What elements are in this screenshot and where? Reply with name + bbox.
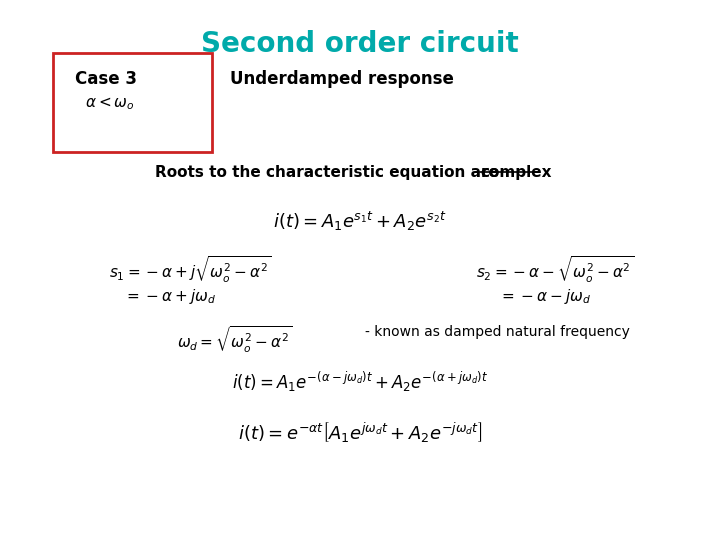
Text: Roots to the characteristic equation are: Roots to the characteristic equation are	[155, 165, 504, 180]
Text: $\alpha < \omega_o$: $\alpha < \omega_o$	[85, 95, 135, 112]
Text: $\omega_d = \sqrt{\omega_o^2 - \alpha^2}$: $\omega_d = \sqrt{\omega_o^2 - \alpha^2}…	[177, 325, 293, 355]
Text: $i(t) = A_1e^{s_1t} + A_2e^{s_2t}$: $i(t) = A_1e^{s_1t} + A_2e^{s_2t}$	[273, 210, 447, 233]
Text: Case 3: Case 3	[75, 70, 137, 88]
Text: - known as damped natural frequency: - known as damped natural frequency	[365, 325, 630, 339]
Text: $= -\alpha + j\omega_d$: $= -\alpha + j\omega_d$	[124, 287, 216, 306]
Text: $s_2 = -\alpha - \sqrt{\omega_o^2 - \alpha^2}$: $s_2 = -\alpha - \sqrt{\omega_o^2 - \alp…	[476, 255, 634, 286]
Text: $= -\alpha - j\omega_d$: $= -\alpha - j\omega_d$	[499, 287, 591, 306]
Text: Underdamped response: Underdamped response	[230, 70, 454, 88]
Text: $i(t) = A_1e^{-(\alpha - j\omega_d)t} + A_2e^{-(\alpha + j\omega_d)t}$: $i(t) = A_1e^{-(\alpha - j\omega_d)t} + …	[232, 370, 488, 394]
Text: Second order circuit: Second order circuit	[201, 30, 519, 58]
Text: $s_1 = -\alpha + j\sqrt{\omega_o^2 - \alpha^2}$: $s_1 = -\alpha + j\sqrt{\omega_o^2 - \al…	[109, 255, 271, 286]
Text: $i(t) = e^{-\alpha t}\left[A_1e^{j\omega_d t} + A_2e^{-j\omega_d t}\right]$: $i(t) = e^{-\alpha t}\left[A_1e^{j\omega…	[238, 420, 482, 444]
FancyBboxPatch shape	[53, 53, 212, 152]
Text: complex: complex	[480, 165, 552, 180]
